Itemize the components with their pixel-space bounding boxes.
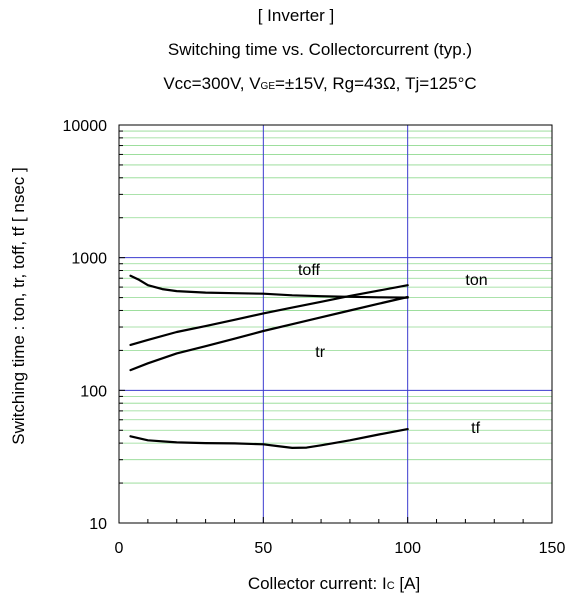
x-axis-label: Collector current: IC [A] xyxy=(248,574,420,593)
x-axis-label-main: Collector current: I xyxy=(248,574,387,593)
vge-subscript: GE xyxy=(260,81,275,92)
series-labels: toff ton tr tf xyxy=(298,262,488,437)
axis-ticks xyxy=(118,130,553,524)
y-tick-label: 1000 xyxy=(71,251,107,268)
y-tick-labels: 10 100 1000 10000 xyxy=(63,118,108,533)
series-line-tr xyxy=(129,295,409,372)
y-axis-label: Switching time : ton, tr, toff, tf [ nse… xyxy=(9,167,28,444)
series-label-ton: ton xyxy=(465,272,487,289)
x-tick-label: 100 xyxy=(394,540,421,557)
chart-title-line-3: Vcc=300V, VGE=±15V, Rg=43Ω, Tj=125°C xyxy=(163,74,477,93)
data-series xyxy=(129,274,409,449)
x-tick-labels: 0 50 100 150 xyxy=(115,540,566,557)
series-line-ton xyxy=(129,284,409,346)
series-label-toff: toff xyxy=(298,262,321,279)
chart-title-line-2: Switching time vs. Collectorcurrent (typ… xyxy=(167,40,473,59)
series-label-tr: tr xyxy=(315,344,325,361)
plot-frame xyxy=(118,124,553,524)
minor-gridlines xyxy=(119,130,552,484)
y-tick-label: 10 xyxy=(89,516,107,533)
x-axis-label-sub: C xyxy=(387,580,395,592)
x-tick-label: 150 xyxy=(539,540,566,557)
series-line-tf xyxy=(129,428,409,449)
major-gridlines xyxy=(119,125,552,523)
x-tick-label: 50 xyxy=(254,540,272,557)
x-axis-label-tail: [A] xyxy=(395,574,421,593)
y-tick-label: 10000 xyxy=(63,118,108,135)
x-tick-label: 0 xyxy=(115,540,124,557)
y-tick-label: 100 xyxy=(80,383,107,400)
series-label-tf: tf xyxy=(471,420,480,437)
chart-title-line-1: [ Inverter ] xyxy=(257,6,335,25)
